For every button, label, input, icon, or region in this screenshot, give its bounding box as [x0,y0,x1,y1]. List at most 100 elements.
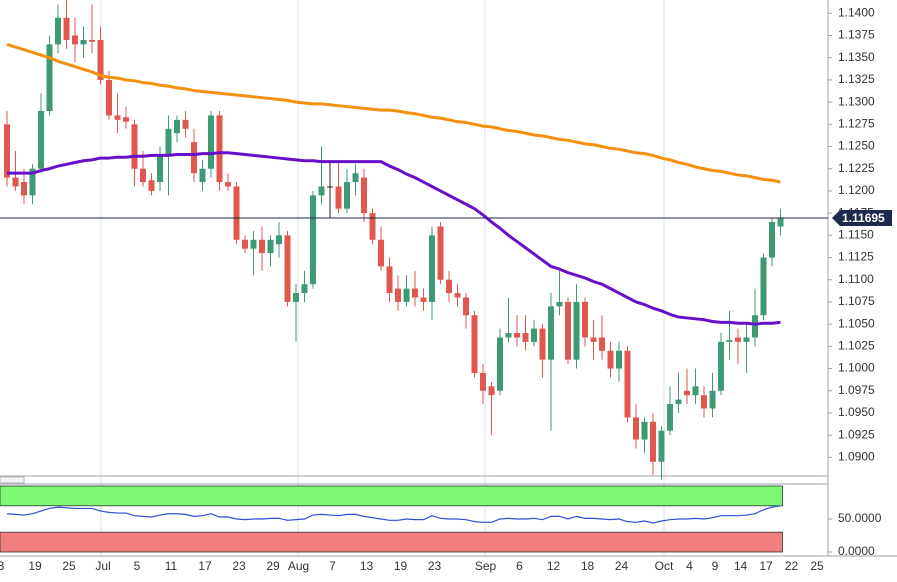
candle-body [106,79,112,116]
x-tick-label: 11 [165,559,178,573]
y-tick-label: 1.1250 [838,139,875,153]
x-tick-label: Sep [475,559,497,573]
candle-body [191,142,197,174]
candle-body [599,337,605,351]
candle-body [12,177,19,187]
candle-body [650,421,656,462]
candle-body [148,180,155,191]
y-tick-label: 1.1125 [838,250,874,264]
x-tick-label: 5 [134,559,141,573]
y-tick-label: 0.0000 [838,544,875,558]
x-tick-label: 24 [615,559,629,573]
candle-body [199,168,206,183]
x-tick-label: 9 [712,559,719,573]
x-tick-label: 29 [266,559,280,573]
x-tick-label: Jul [95,559,110,573]
candle-body [514,333,520,338]
moving-average [7,151,781,326]
candle-body [284,235,291,302]
candle-body [403,288,410,302]
y-tick-label: 1.1025 [838,339,875,353]
candle-body [293,293,299,302]
y-tick-label: 1.1225 [838,161,875,175]
candle-body [718,341,724,391]
last-price-label: 1.11695 [842,211,885,225]
y-tick-label: 1.1075 [838,294,875,308]
candle-body [743,337,750,342]
y-tick-label: 1.0975 [838,383,875,397]
candle-body [55,17,61,45]
candle-body [497,337,503,391]
x-tick-label: 22 [785,559,799,573]
candle-body [259,239,265,254]
candle-body [480,372,486,391]
candle-body [80,39,87,45]
candle-body [692,386,699,396]
candle-body [556,301,563,307]
candle-body [607,350,614,369]
candle-body [114,115,121,120]
candle-body [310,195,316,285]
candle-body [675,399,682,405]
x-tick-label: Aug [288,559,309,573]
y-tick-label: 1.0900 [838,450,875,464]
candle-body [276,235,282,245]
x-tick-label: 19 [394,559,408,573]
candle-body [29,168,36,196]
candle-body [582,301,588,338]
candle-body [335,186,342,209]
y-tick-label: 1.1375 [838,28,875,42]
candle-body [123,117,129,122]
candle-body [505,333,512,338]
candle-body [72,35,78,45]
y-tick-label: 1.0950 [838,405,875,419]
indicator-line [6,505,781,524]
candle-body [174,119,180,134]
x-tick-label: 7 [329,559,336,573]
x-tick-label: 13 [360,559,374,573]
candle-body [267,239,274,254]
y-tick-label: 1.1400 [838,5,875,19]
y-tick-label: 1.1000 [838,361,875,375]
candle-body [327,186,333,188]
y-tick-label: 1.1050 [838,316,875,330]
candle-body [250,239,257,249]
candle-body [369,213,376,240]
x-tick-label: 6 [516,559,523,573]
handle[interactable] [0,476,25,484]
x-tick-label: 25 [810,559,824,573]
candle-body [616,350,622,369]
candle-body [624,350,631,418]
candle-body [182,119,189,129]
candle-body [548,306,554,360]
y-tick-label: 1.1100 [838,272,874,286]
y-tick-label: 1.1200 [838,183,875,197]
candle-body [4,124,10,178]
candle-body [463,297,469,316]
y-tick-label: 1.1275 [838,117,875,131]
candle-body [701,395,707,409]
x-tick-label: 17 [759,559,773,573]
y-tick-label: 1.1325 [838,72,875,86]
candle-body [352,173,359,183]
candles [4,0,784,480]
x-tick-label: 23 [232,559,246,573]
candle-body [225,182,231,187]
candle-body [633,417,639,440]
x-tick-label: 25 [62,559,76,573]
x-tick-label: 14 [734,559,748,573]
candle-body [21,182,27,196]
candle-body [157,155,163,183]
candle-body [344,182,350,209]
candle-body [667,404,673,431]
y-tick-label: 1.0925 [838,427,875,441]
candle-body [752,315,758,338]
candle-body [573,301,580,360]
candle-body [760,257,767,316]
y-tick-label: 1.1150 [838,228,874,242]
zone-band [0,531,783,553]
candle-body [233,186,240,240]
panel-handle[interactable] [0,476,25,484]
x-tick-label: 18 [581,559,595,573]
